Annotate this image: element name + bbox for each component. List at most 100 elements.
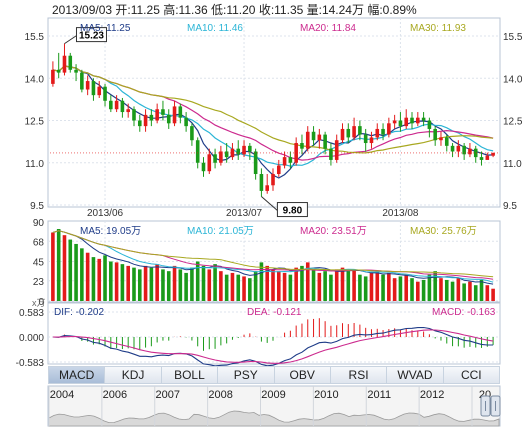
volume-bar (369, 272, 374, 301)
volume-bar (126, 265, 130, 301)
candle-body (479, 157, 484, 160)
volume-unit-label: x万 (32, 298, 46, 308)
price-candle (62, 43, 67, 76)
price-candle (375, 123, 380, 141)
price-candle (276, 159, 281, 177)
volume-bar (74, 243, 78, 301)
candle-body (161, 109, 165, 115)
price-legend-ma30: MA30: 11.93 (410, 23, 466, 34)
price-candle (398, 112, 403, 132)
candle-body (271, 174, 275, 186)
tab-psy[interactable]: PSY (218, 366, 275, 384)
price-tick-left: 9.5 (30, 201, 44, 212)
candle-body (166, 114, 171, 124)
volume-bar (329, 274, 333, 301)
price-candle (462, 143, 466, 160)
tab-obv[interactable]: OBV (274, 366, 331, 384)
candle-body (473, 148, 478, 158)
price-candle (334, 134, 339, 163)
price-candle (392, 114, 397, 129)
candle-body (56, 69, 61, 73)
price-candle (85, 75, 90, 96)
volume-bar (178, 269, 183, 301)
volume-bar (62, 235, 67, 301)
candle-body (381, 128, 385, 135)
callout-label: 15.23 (79, 31, 104, 42)
price-candle (155, 103, 159, 124)
price-candle (166, 109, 171, 129)
volume-bar (282, 272, 287, 301)
volume-legend-ma30: MA30: 25.76万 (410, 226, 477, 237)
candle-body (149, 114, 154, 121)
macd-legend-macd: MACD: -0.163 (432, 307, 496, 318)
price-candle (120, 97, 125, 118)
overview-range-handle[interactable] (480, 395, 501, 417)
volume-bar (97, 258, 102, 301)
price-candle (421, 112, 426, 127)
price-candle (352, 117, 356, 141)
high-price-callout: 15.23 (64, 27, 107, 45)
candle-body (375, 128, 380, 138)
candle-body (109, 100, 113, 110)
volume-tick: 90 (33, 218, 45, 229)
overview-year-label: 2006 (103, 389, 127, 401)
price-candle (473, 145, 478, 163)
volume-bar (276, 271, 281, 301)
volume-bar (294, 267, 298, 301)
tab-wvad[interactable]: WVAD (387, 366, 444, 384)
price-candle (271, 168, 275, 191)
volume-bar (103, 255, 107, 301)
candle-body (242, 145, 246, 155)
tab-macd[interactable]: MACD (48, 366, 106, 384)
candle-body (201, 162, 206, 172)
tab-boll[interactable]: BOLL (161, 366, 219, 384)
volume-bar (172, 265, 177, 301)
price-candle (317, 128, 322, 149)
candle-body (282, 157, 287, 166)
volume-bar (450, 281, 455, 301)
candle-body (346, 128, 351, 138)
price-candle (456, 140, 461, 158)
volume-bar (224, 274, 229, 301)
tab-rsi[interactable]: RSI (330, 366, 388, 384)
volume-bar (416, 281, 420, 301)
price-ma30-line (52, 65, 494, 154)
volume-bar (120, 264, 125, 301)
volume-bar (311, 269, 316, 301)
candle-body (363, 134, 368, 144)
overview-price-area (48, 410, 500, 427)
volume-tick: 23 (33, 277, 45, 288)
candle-body (126, 109, 130, 113)
low-price-callout: 9.80 (261, 196, 308, 218)
volume-bar (137, 269, 142, 301)
price-tick-right: 9.5 (503, 201, 517, 212)
volume-bar (195, 261, 200, 301)
quote-summary: 2013/09/03 开:11.25 高:11.36 低:11.20 收:11.… (52, 3, 417, 17)
candle-body (248, 145, 252, 152)
price-candle (253, 148, 258, 180)
tab-kdj[interactable]: KDJ (105, 366, 162, 384)
price-candle (311, 126, 316, 146)
candle-body (456, 145, 461, 152)
price-candle (230, 143, 235, 160)
price-candle (439, 131, 443, 146)
volume-bar (166, 271, 171, 301)
price-candle (468, 143, 472, 158)
volume-bar (219, 271, 223, 301)
candle-body (369, 137, 374, 144)
volume-legend-ma20: MA20: 23.51万 (300, 226, 367, 237)
candle-body (137, 120, 142, 127)
tab-cci[interactable]: CCI (443, 366, 500, 384)
volume-bar (479, 279, 484, 301)
price-legend-ma5: MA5: 11.25 (80, 23, 131, 34)
volume-bar (253, 271, 258, 301)
price-candle (80, 69, 84, 93)
volume-tick: 68 (33, 237, 45, 248)
price-candle (427, 117, 432, 138)
candle-body (427, 120, 432, 129)
volume-bar (248, 278, 252, 301)
volume-bar (230, 272, 235, 301)
candle-body (329, 148, 333, 160)
price-candle (172, 100, 177, 127)
